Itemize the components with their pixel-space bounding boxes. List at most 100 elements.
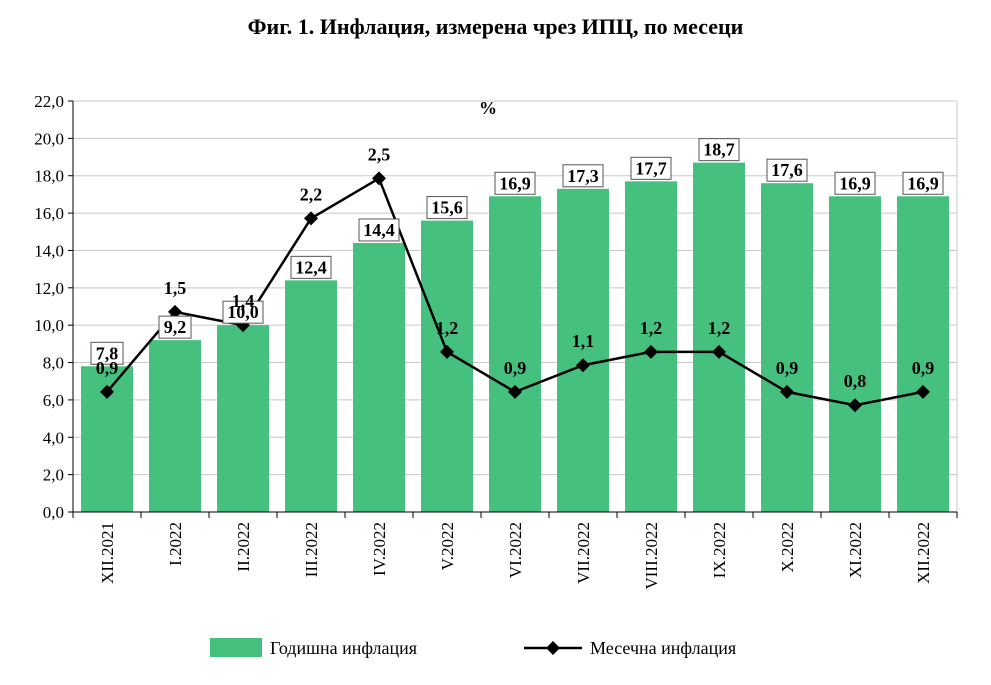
y-tick-label: 18,0 [34,167,64,186]
line-data-label: 2,2 [300,184,323,204]
legend: Годишна инфлация Месечна инфлация [210,638,736,658]
line-marker [168,304,182,319]
bar-label-box [834,171,876,195]
bar [217,325,269,512]
bar [353,242,405,512]
line-data-label: 1,4 [232,291,255,311]
bar [829,196,881,512]
bar-series [81,162,949,512]
legend-bar-label: Годишна инфлация [270,638,417,658]
line-data-label: 2,5 [368,144,391,164]
x-tick-label: III.2022 [302,522,321,577]
bar [149,340,201,512]
bar [693,162,745,512]
legend-line-label: Месечна инфлация [590,638,736,658]
x-tick-label: X.2022 [778,522,797,573]
x-axis: XII.2021 I.2022 II.2022 III.2022 IV.2022 V.20… [72,511,958,590]
bar-label-box [562,164,604,188]
bar-data-label: 10,0 [227,302,259,322]
bar-label-box [290,255,332,279]
bar-labels: 7,8 9,2 10,0 12,4 14,4 15,6 16,9 17,3 17,7 18,7 17… [90,138,944,365]
line-marker [508,384,522,399]
bar [489,196,541,512]
bar-data-label: 16,9 [907,173,939,193]
bar-label-box [222,300,264,324]
bar-label-box [630,156,672,180]
bar-data-label: 17,3 [567,166,599,186]
bar-label-box [158,315,192,339]
line-data-label: 0,9 [776,358,799,378]
bar-data-label: 18,7 [703,140,735,160]
bar [761,183,813,512]
line-data-label: 0,9 [504,358,527,378]
bar [897,196,949,512]
line-marker [780,384,794,399]
bar-label-box [698,138,740,162]
y-tick-label: 12,0 [34,279,64,298]
line-marker [848,398,862,413]
line-marker [372,171,386,186]
line-data-label: 1,2 [708,318,731,338]
line-marker [576,358,590,373]
bar-label-box [766,158,808,182]
bar-data-label: 12,4 [295,257,327,277]
y-tick-label: 0,0 [43,503,64,522]
x-tick-label: XII.2021 [98,522,117,584]
line-data-label: 1,5 [164,278,187,298]
y-tick-label: 20,0 [34,129,64,148]
line-data-label: 0,9 [912,358,935,378]
line-marker [712,344,726,359]
line-data-label: 1,1 [572,331,595,351]
bar-data-label: 15,6 [431,198,463,218]
bar [421,220,473,512]
bar-data-label: 7,8 [96,343,119,363]
x-tick-label: XI.2022 [846,522,865,578]
bar-data-label: 9,2 [164,317,187,337]
line-marker [440,344,454,359]
y-tick-label: 10,0 [34,316,64,335]
x-tick-label: I.2022 [166,522,185,566]
chart-title: Фиг. 1. Инфлация, измерена чрез ИПЦ, по … [247,14,744,39]
legend-bar-swatch [210,638,262,657]
bar-data-label: 16,9 [499,173,531,193]
unit-label: % [479,98,497,118]
line-data-label: 1,2 [436,318,459,338]
bar [285,280,337,512]
line-marker [100,384,114,399]
line-data-label: 0,8 [844,371,867,391]
y-tick-label: 14,0 [34,241,64,260]
x-tick-label: VIII.2022 [642,522,661,590]
bar-label-box [426,196,468,220]
y-tick-label: 2,0 [43,466,64,485]
line-marker [644,344,658,359]
y-tick-label: 8,0 [43,354,64,373]
line-data-label: 0,9 [96,358,119,378]
line-labels: 0,9 1,5 1,4 2,2 2,5 1,2 0,9 1,1 1,2 1,2 0,9 0,8 0,9 [96,144,935,391]
y-axis: 0,0 2,0 4,0 6,0 8,0 10,0 12,0 14,0 16,0 18,0 20,0 2… [34,92,74,522]
y-tick-label: 22,0 [34,92,64,111]
line-series [100,171,930,413]
line-marker [916,384,930,399]
line-marker [304,211,318,226]
bar-data-label: 14,4 [363,220,395,240]
y-tick-label: 4,0 [43,428,64,447]
x-tick-label: IX.2022 [710,522,729,578]
x-tick-label: II.2022 [234,522,253,572]
bar-data-label: 17,6 [771,160,803,180]
bar-label-box [90,341,124,365]
bar-data-label: 17,7 [635,158,667,178]
bar-data-label: 16,9 [839,173,871,193]
bar-label-box [902,171,944,195]
x-tick-label: V.2022 [438,522,457,570]
bar-label-box [358,218,400,242]
bar [557,188,609,512]
x-tick-label: VII.2022 [574,522,593,584]
bar-label-box [494,171,536,195]
line-data-label: 1,2 [640,318,663,338]
legend-line-marker [546,641,560,655]
x-tick-label: VI.2022 [506,522,525,578]
y-tick-label: 6,0 [43,391,64,410]
x-tick-label: IV.2022 [370,522,389,576]
y-tick-label: 16,0 [34,204,64,223]
